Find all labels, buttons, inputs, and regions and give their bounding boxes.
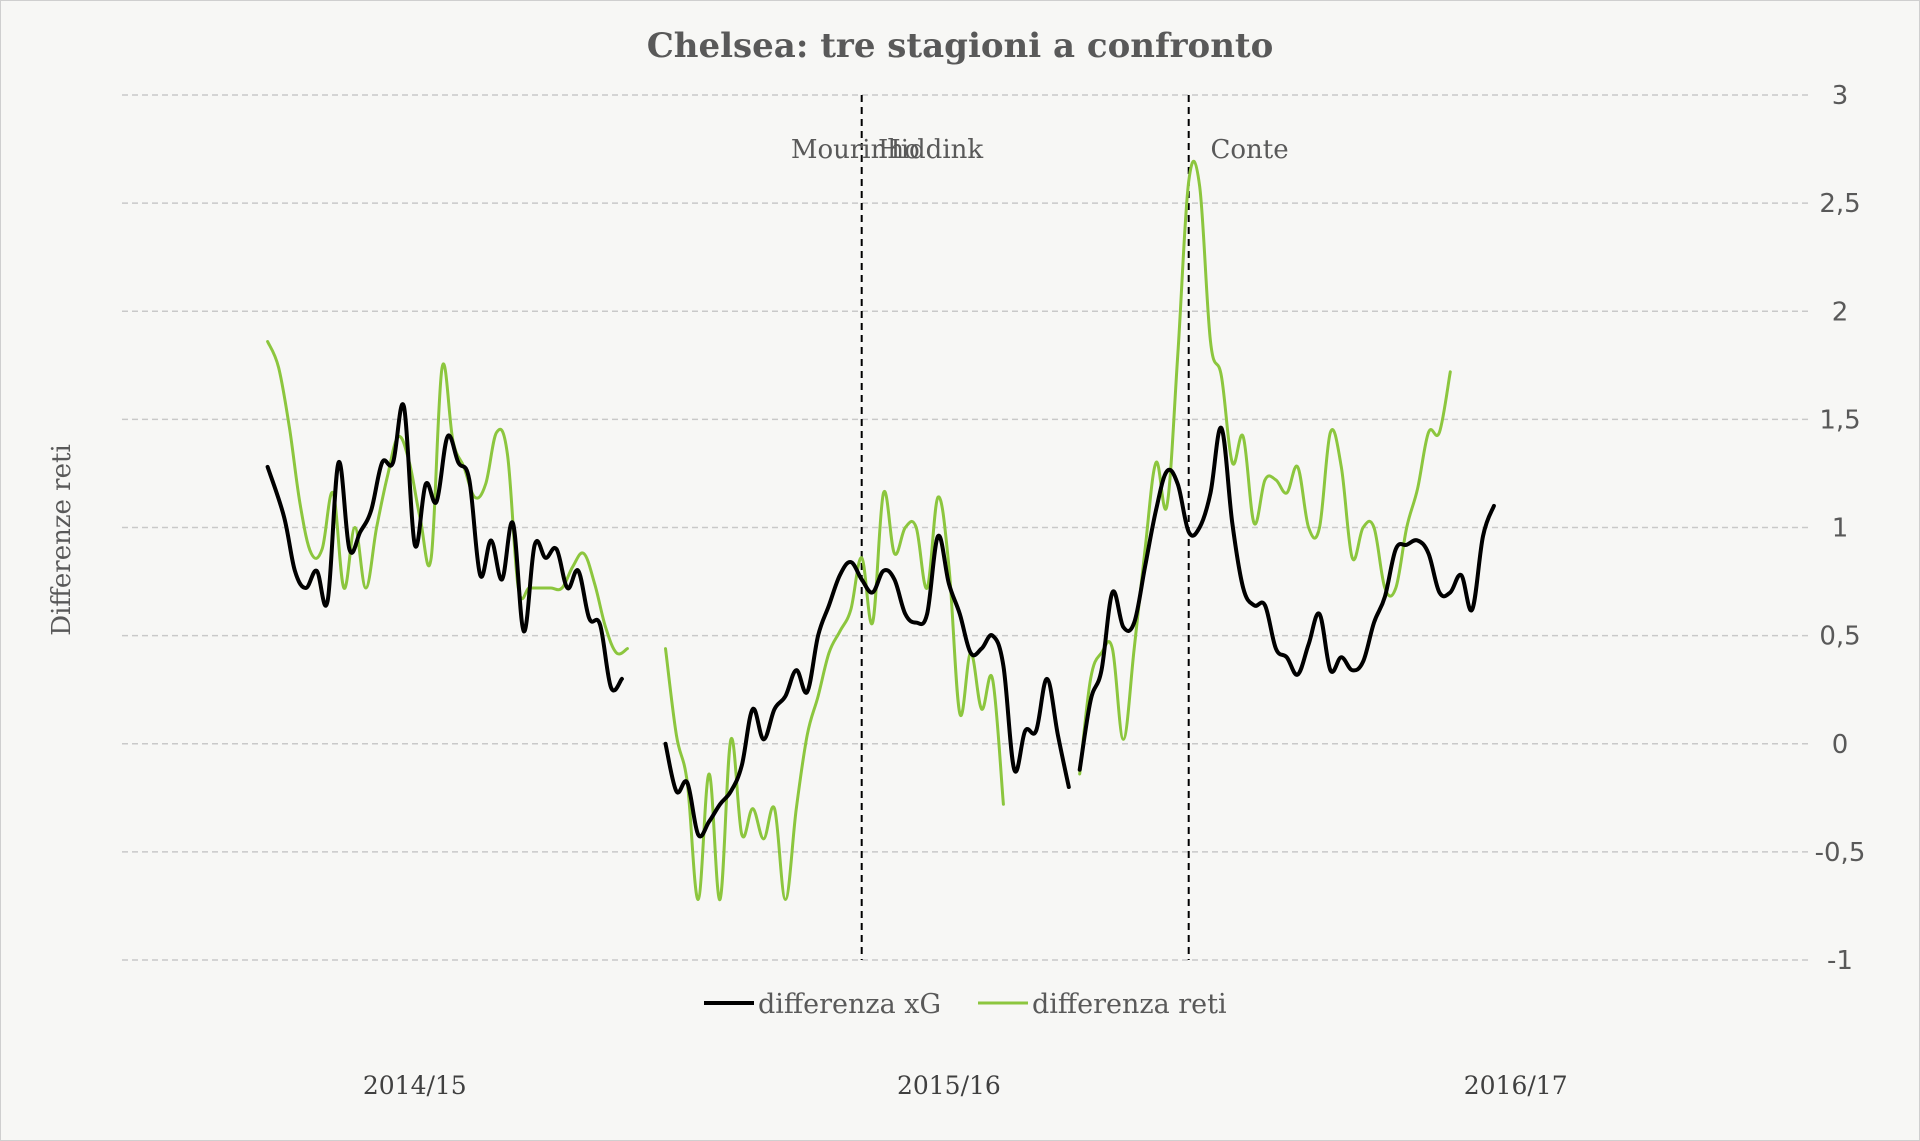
series-line-differenza-xg-segment-2 — [663, 534, 1071, 839]
y-tick-label: 1,5 — [1819, 405, 1860, 435]
y-tick-label: -1 — [1827, 946, 1853, 976]
season-labels: 2014/15 2015/16 2016/17 — [363, 1071, 1568, 1100]
legend-label: differenza reti — [1032, 989, 1227, 1020]
y-tick-label: -0,5 — [1815, 838, 1866, 868]
series-line-differenza-xg-segment-1 — [265, 402, 624, 693]
y-axis-ticks: 3 2,5 2 1,5 1 0,5 0 -0,5 -1 — [1815, 81, 1866, 976]
coach-annotation: Conte — [1211, 135, 1289, 165]
y-tick-label: 2 — [1832, 297, 1849, 327]
legend: differenza xG differenza reti — [704, 989, 1227, 1020]
coach-annotation: Mourinho — [791, 135, 920, 165]
y-tick-label: 0 — [1832, 730, 1849, 760]
chart-title: Chelsea: tre stagioni a confronto — [647, 26, 1274, 66]
series-line-differenza-xg-segment-3 — [1077, 425, 1496, 772]
season-label: 2015/16 — [897, 1071, 1001, 1100]
season-label: 2016/17 — [1464, 1071, 1568, 1100]
y-tick-label: 2,5 — [1819, 189, 1860, 219]
legend-label: differenza xG — [758, 989, 941, 1020]
y-axis-label: Differenze reti — [47, 444, 77, 636]
y-tick-label: 0,5 — [1819, 622, 1860, 652]
y-tick-label: 1 — [1832, 514, 1849, 544]
series-line-differenza-reti-segment-2 — [664, 489, 1005, 902]
series-lines — [265, 159, 1496, 902]
series-line-differenza-reti-segment-3 — [1078, 159, 1452, 776]
coach-annotation: Hiddink — [878, 135, 983, 165]
y-tick-label: 3 — [1832, 81, 1849, 111]
season-label: 2014/15 — [363, 1071, 467, 1100]
series-line-differenza-reti-segment-1 — [266, 340, 629, 656]
